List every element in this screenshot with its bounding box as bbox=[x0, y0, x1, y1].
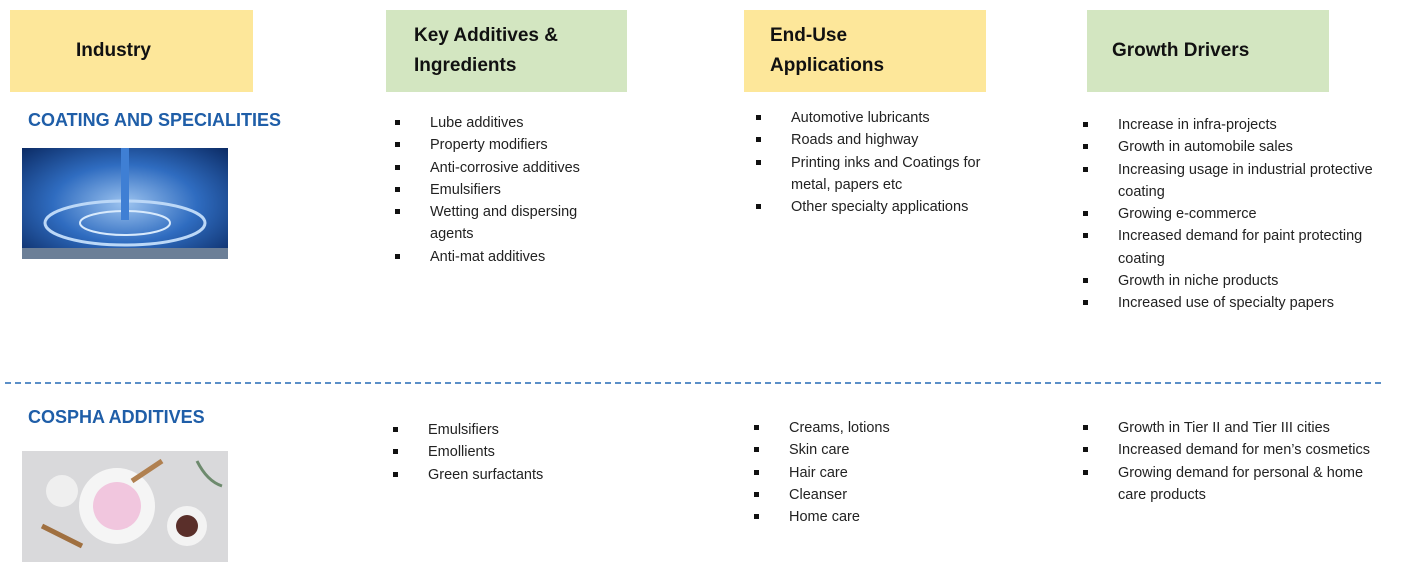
list-item: Cleanser bbox=[754, 484, 999, 506]
list-item: Growth in niche products bbox=[1083, 270, 1383, 292]
list-item: Wetting and dispersing agents bbox=[395, 201, 615, 246]
drivers-list: Increase in infra-projects Growth in auto… bbox=[1083, 114, 1383, 315]
coating-image bbox=[22, 148, 228, 259]
list-item: Skin care bbox=[754, 439, 999, 461]
header-text: Industry bbox=[76, 40, 151, 61]
separator bbox=[5, 382, 1381, 384]
list-item: Creams, lotions bbox=[754, 417, 999, 439]
list-item: Hair care bbox=[754, 462, 999, 484]
list-item: Automotive lubricants bbox=[756, 107, 1001, 129]
list-item: Increased demand for paint protecting co… bbox=[1083, 225, 1383, 270]
list-item: Growth in Tier II and Tier III cities bbox=[1083, 417, 1383, 439]
additives-list: Emulsifiers Emollients Green surfactants bbox=[393, 419, 613, 486]
additives-list: Lube additives Property modifiers Anti-cor… bbox=[395, 112, 615, 268]
list-item: Emollients bbox=[393, 441, 613, 463]
drivers-list: Growth in Tier II and Tier III cities Inc… bbox=[1083, 417, 1383, 506]
header-text: End-Use Applications bbox=[770, 25, 885, 76]
industry-name: COATING AND SPECIALITIES bbox=[28, 110, 282, 130]
applications-list: Creams, lotions Skin care Hair care Cleanse… bbox=[754, 417, 999, 528]
list-item: Property modifiers bbox=[395, 134, 615, 156]
list-item: Green surfactants bbox=[393, 464, 613, 486]
list-item: Lube additives bbox=[395, 112, 615, 134]
industry-name: COSPHA ADDITIVES bbox=[28, 407, 205, 427]
cospha-image bbox=[22, 451, 228, 562]
list-item: Emulsifiers bbox=[395, 179, 615, 201]
applications-list: Automotive lubricants Roads and highway Pr… bbox=[756, 107, 1001, 218]
list-item: Growing e-commerce bbox=[1083, 203, 1383, 225]
header-industry: Industry bbox=[10, 10, 253, 92]
list-item: Emulsifiers bbox=[393, 419, 613, 441]
header-drivers: Growth Drivers bbox=[1087, 10, 1329, 92]
header-additives: Key Additives & Ingredients bbox=[386, 10, 627, 92]
list-item: Growing demand for personal & home care … bbox=[1083, 462, 1383, 507]
header-text: Key Additives & Ingredients bbox=[414, 25, 558, 76]
list-item: Increasing usage in industrial protectiv… bbox=[1083, 159, 1383, 204]
list-item: Anti-corrosive additives bbox=[395, 157, 615, 179]
list-item: Increase in infra-projects bbox=[1083, 114, 1383, 136]
list-item: Printing inks and Coatings for metal, pa… bbox=[756, 152, 1001, 197]
list-item: Increased demand for men’s cosmetics bbox=[1083, 439, 1383, 461]
list-item: Home care bbox=[754, 506, 999, 528]
list-item: Increased use of specialty papers bbox=[1083, 292, 1383, 314]
list-item: Other specialty applications bbox=[756, 196, 1001, 218]
list-item: Growth in automobile sales bbox=[1083, 136, 1383, 158]
header-text: Growth Drivers bbox=[1112, 40, 1250, 61]
list-item: Roads and highway bbox=[756, 129, 1001, 151]
list-item: Anti-mat additives bbox=[395, 246, 615, 268]
header-applications: End-Use Applications bbox=[744, 10, 986, 92]
